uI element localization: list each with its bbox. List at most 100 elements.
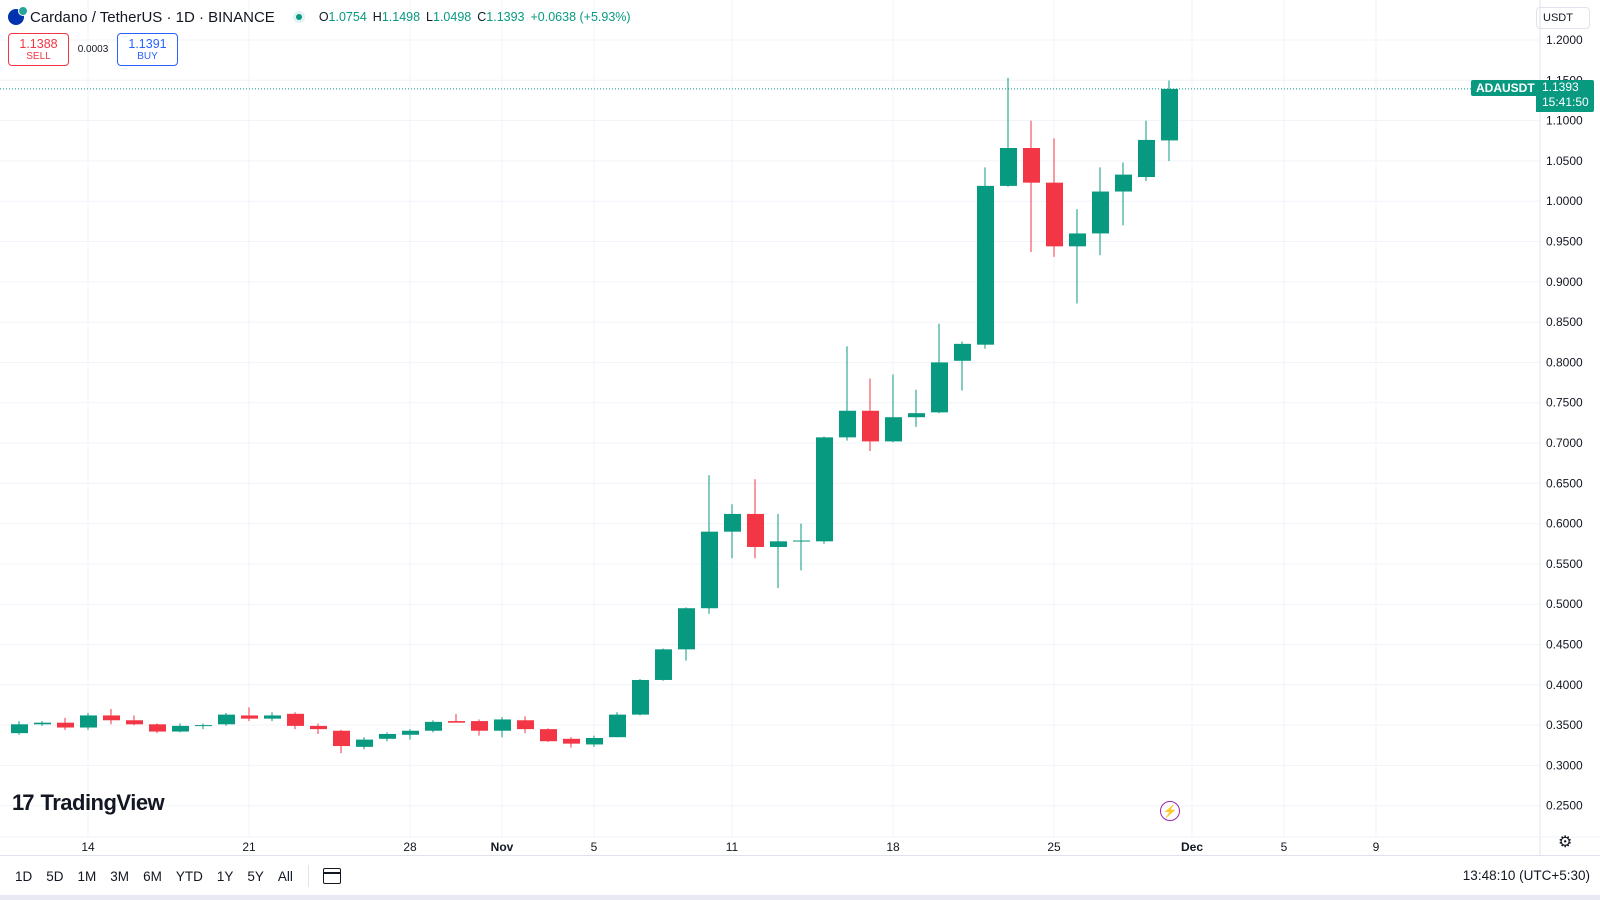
- candle[interactable]: [1069, 209, 1086, 304]
- candle-body: [448, 721, 465, 723]
- candle[interactable]: [333, 729, 350, 754]
- candle[interactable]: [402, 729, 419, 740]
- candle-body: [885, 417, 902, 442]
- candle[interactable]: [1161, 80, 1178, 162]
- candle[interactable]: [954, 341, 971, 391]
- candle[interactable]: [195, 723, 212, 730]
- candle[interactable]: [563, 737, 580, 748]
- binance-icon: [18, 6, 28, 16]
- candle-body: [57, 722, 74, 728]
- chart-header: Cardano / TetherUS · 1D · BINANCE O1.075…: [8, 6, 631, 28]
- candle[interactable]: [977, 167, 994, 349]
- price-tick-label: 0.3500: [1546, 718, 1583, 732]
- candle[interactable]: [103, 708, 120, 725]
- candle[interactable]: [264, 712, 281, 722]
- candle[interactable]: [793, 523, 810, 571]
- candle[interactable]: [1092, 167, 1109, 256]
- calendar-range-icon[interactable]: [322, 868, 341, 884]
- tradingview-logo-mark: 17: [12, 790, 35, 815]
- period-button-1m[interactable]: 1M: [77, 868, 97, 884]
- candle[interactable]: [1115, 162, 1132, 226]
- candle[interactable]: [425, 720, 442, 733]
- candle[interactable]: [494, 717, 511, 738]
- candle[interactable]: [724, 504, 741, 559]
- symbol-title[interactable]: Cardano / TetherUS · 1D · BINANCE: [30, 8, 275, 26]
- candle-body: [1069, 233, 1086, 247]
- candle[interactable]: [862, 378, 879, 452]
- candle[interactable]: [885, 374, 902, 443]
- candle[interactable]: [287, 712, 304, 730]
- candle[interactable]: [126, 715, 143, 726]
- candle[interactable]: [241, 707, 258, 722]
- candle-body: [701, 531, 718, 609]
- period-button-all[interactable]: All: [277, 868, 293, 884]
- clock-time[interactable]: 13:48:10 (UTC+5:30): [1462, 868, 1590, 883]
- candle[interactable]: [931, 323, 948, 414]
- candle[interactable]: [632, 679, 649, 716]
- period-button-5d[interactable]: 5D: [46, 868, 64, 884]
- candle[interactable]: [908, 389, 925, 427]
- candle-body: [241, 715, 258, 719]
- period-button-ytd[interactable]: YTD: [175, 868, 203, 884]
- settings-gear-icon[interactable]: ⚙: [1558, 834, 1573, 851]
- candle-body: [517, 720, 534, 730]
- sell-button[interactable]: 1.1388 SELL: [8, 33, 69, 66]
- candle[interactable]: [149, 723, 166, 734]
- candle[interactable]: [540, 728, 557, 743]
- candle-body: [195, 725, 212, 727]
- buy-button[interactable]: 1.1391 BUY: [117, 33, 178, 66]
- candle-body: [724, 513, 741, 532]
- bottom-strip: [0, 895, 1600, 900]
- period-button-5y[interactable]: 5Y: [247, 868, 264, 884]
- candle-body: [126, 720, 143, 725]
- candle[interactable]: [1023, 120, 1040, 252]
- candle-body: [563, 738, 580, 744]
- candle[interactable]: [839, 346, 856, 441]
- candle[interactable]: [1138, 120, 1155, 182]
- period-button-6m[interactable]: 6M: [143, 868, 162, 884]
- tradingview-logo-text: TradingView: [40, 790, 165, 815]
- candle[interactable]: [356, 737, 373, 750]
- candle[interactable]: [770, 513, 787, 589]
- candle[interactable]: [34, 721, 51, 726]
- candle-body: [816, 437, 833, 542]
- candle[interactable]: [517, 716, 534, 734]
- market-status-icon[interactable]: [292, 11, 305, 23]
- spread-value: 0.0003: [77, 44, 109, 55]
- change-value: +0.0638 (+5.93%): [530, 10, 631, 24]
- candle[interactable]: [1000, 77, 1017, 187]
- time-tick-label: 5: [1281, 840, 1288, 854]
- candle[interactable]: [471, 719, 488, 736]
- candle-body: [264, 715, 281, 719]
- period-button-1y[interactable]: 1Y: [216, 868, 234, 884]
- candle[interactable]: [609, 712, 626, 738]
- candle[interactable]: [379, 732, 396, 742]
- candle[interactable]: [448, 713, 465, 723]
- period-button-3m[interactable]: 3M: [110, 868, 130, 884]
- period-button-1d[interactable]: 1D: [15, 868, 33, 884]
- candle[interactable]: [747, 479, 764, 559]
- candle[interactable]: [655, 648, 672, 681]
- candle[interactable]: [172, 723, 189, 733]
- candle[interactable]: [310, 723, 327, 734]
- candle[interactable]: [701, 475, 718, 614]
- time-tick-label: 5: [591, 840, 598, 854]
- candle[interactable]: [816, 436, 833, 544]
- tradingview-logo[interactable]: 17 TradingView: [12, 790, 165, 816]
- candle[interactable]: [57, 717, 74, 730]
- candle[interactable]: [11, 721, 28, 735]
- candle-body: [149, 724, 166, 732]
- time-tick-label: 14: [81, 840, 95, 854]
- candle[interactable]: [678, 607, 695, 661]
- candle-body: [678, 608, 695, 650]
- candle[interactable]: [1046, 138, 1063, 257]
- last-price-symbol-label: ADAUSDT: [1471, 80, 1540, 96]
- candle[interactable]: [218, 713, 235, 726]
- price-tick-label: 0.6500: [1546, 476, 1583, 490]
- currency-selector[interactable]: USDT: [1536, 7, 1590, 29]
- candle[interactable]: [586, 735, 603, 747]
- candle[interactable]: [80, 713, 97, 730]
- lightning-icon[interactable]: ⚡: [1160, 801, 1180, 821]
- price-tick-label: 0.4000: [1546, 678, 1583, 692]
